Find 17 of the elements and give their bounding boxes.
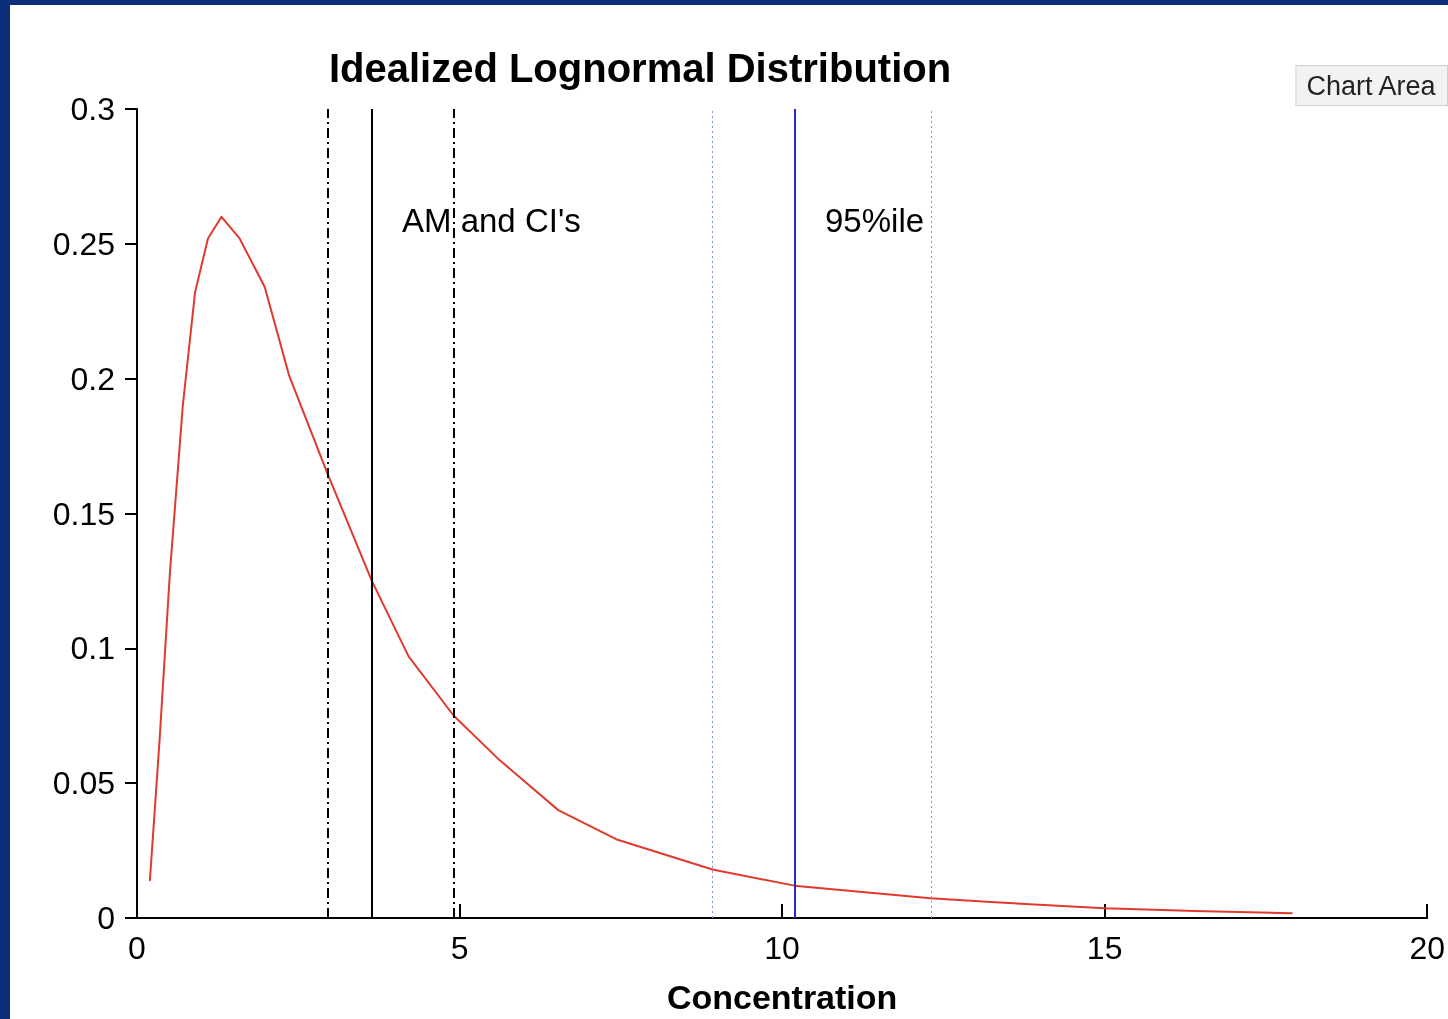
y-tick-label: 0.1 — [70, 630, 115, 667]
text: Chart Area — [1306, 70, 1437, 101]
x-tick-label: 15 — [1086, 930, 1123, 966]
x-tick-label: 5 — [450, 930, 469, 966]
y-tick-label: 0.05 — [52, 765, 115, 802]
y-tick-label: 0.2 — [70, 360, 115, 397]
chart-title: Idealized Lognormal Distribution — [328, 46, 952, 90]
annotation: AM and CI's — [402, 202, 581, 239]
y-tick-label: 0.3 — [70, 91, 115, 127]
x-tick-label: 0 — [128, 930, 146, 966]
x-axis-title: Concentration — [666, 978, 898, 1016]
x-tick-label: 20 — [1409, 930, 1445, 966]
x-tick-label: 10 — [764, 930, 800, 966]
y-tick-label: 0.15 — [52, 495, 115, 532]
y-tick-label: 0.25 — [52, 225, 115, 262]
y-tick-label: 0 — [97, 900, 115, 936]
annotation: 95%ile — [825, 202, 925, 239]
